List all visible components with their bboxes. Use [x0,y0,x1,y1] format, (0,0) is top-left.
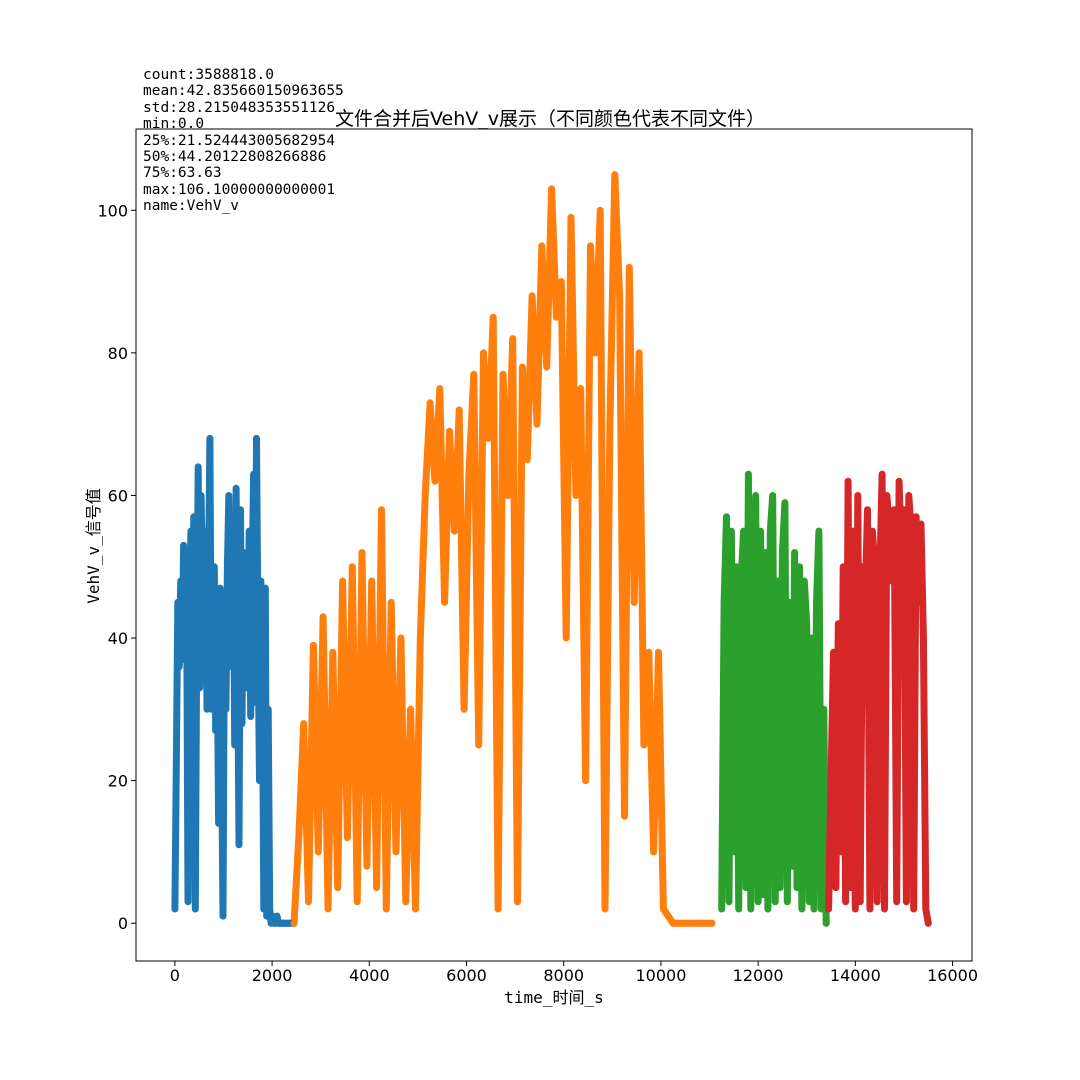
zero-marker [684,919,692,927]
x-tick-label: 14000 [830,966,881,985]
zero-marker [693,919,701,927]
series-line-3 [718,470,830,927]
zero-marker [822,919,830,927]
zero-marker [674,919,682,927]
series-line-2 [290,171,716,927]
plot-frame [135,128,973,962]
series-line-1 [171,434,298,927]
zero-marker [703,919,711,927]
zero-markers [267,919,932,927]
zero-marker [924,919,932,927]
series-lines [171,171,932,927]
x-tick-label: 4000 [349,966,390,985]
y-axis-ticks: 0 20 40 60 80 100 [97,201,136,933]
x-axis-ticks: 0 2000 4000 6000 8000 10000 12000 14000 16000 [170,961,978,985]
stats-line: 75%:63.63 [143,165,222,182]
zero-marker [698,919,706,927]
stats-line: max:106.10000000000001 [143,181,336,198]
stats-annotation: count:3588818.0 mean:42.835660150963655 st… [143,67,344,215]
x-tick-label: 12000 [733,966,784,985]
x-tick-label: 8000 [543,966,584,985]
stats-line: 50%:44.20122808266886 [143,148,327,165]
zero-marker [290,919,298,927]
zero-marker [669,919,677,927]
x-tick-label: 2000 [252,966,293,985]
zero-marker [679,919,687,927]
x-tick-label: 0 [170,966,180,985]
y-axis-label: VehV_v_信号值 [84,488,103,604]
stats-line: min:0.0 [143,116,205,133]
stats-line: 25%:21.524443005682954 [143,132,336,149]
stats-line: mean:42.835660150963655 [143,83,344,100]
zero-marker [708,919,716,927]
stats-line: std:28.215048353551126 [143,99,336,116]
y-tick-label: 20 [108,772,128,791]
x-tick-label: 10000 [635,966,686,985]
y-tick-label: 40 [108,629,128,648]
x-tick-label: 6000 [446,966,487,985]
zero-marker [689,919,697,927]
y-tick-label: 0 [118,914,128,933]
stats-line: count:3588818.0 [143,67,274,83]
y-tick-label: 80 [108,344,128,363]
stats-line: name:VehV_v [143,198,240,215]
y-tick-label: 60 [108,486,128,505]
x-tick-label: 16000 [927,966,978,985]
series-line-4 [825,470,932,927]
y-tick-label: 100 [97,201,128,220]
x-axis-label: time_时间_s [504,988,604,1007]
chart-title: 文件合并后VehV_v展示（不同颜色代表不同文件） [335,108,765,130]
